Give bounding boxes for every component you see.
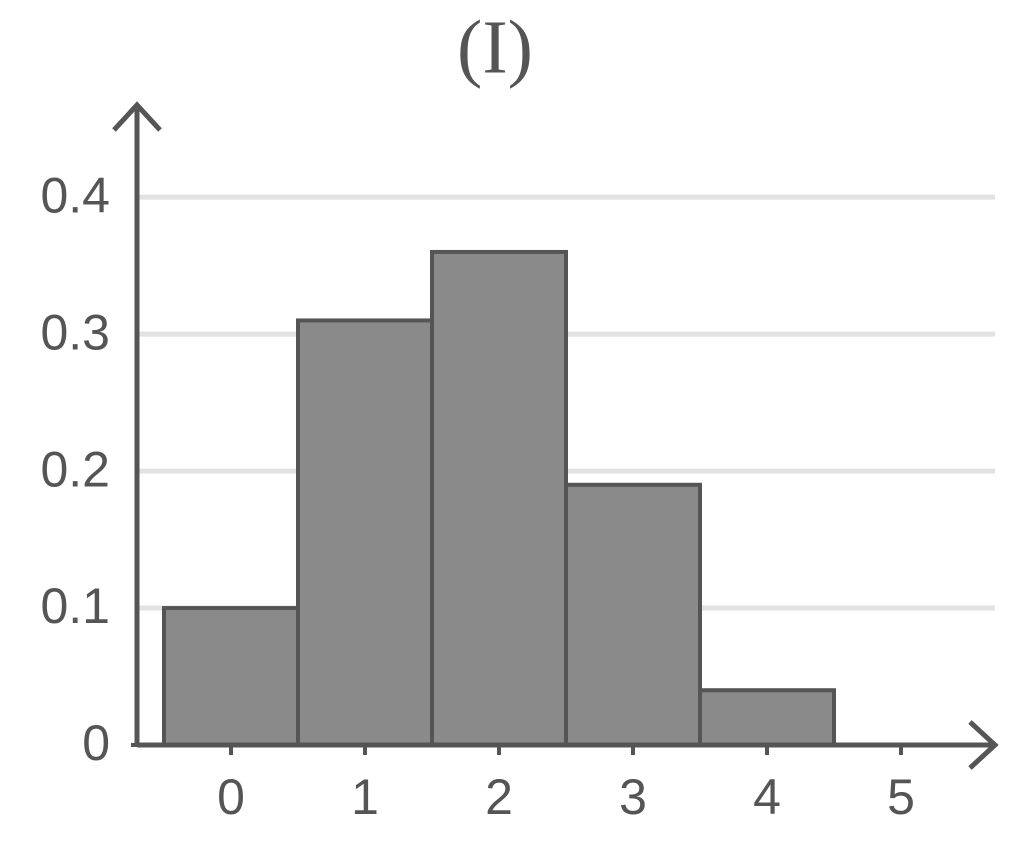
y-axis-arrow (112, 101, 162, 132)
bar (564, 482, 702, 747)
x-tick-label: 1 (351, 769, 379, 825)
bar (296, 318, 434, 747)
x-tick-label: 0 (217, 769, 245, 825)
x-tick-label: 2 (485, 769, 513, 825)
x-tick-label: 5 (887, 769, 915, 825)
bar (698, 688, 836, 748)
x-tick-label: 4 (753, 769, 781, 825)
y-tick-label: 0.4 (40, 167, 110, 223)
chart-title: (I) (457, 5, 533, 89)
bar (430, 249, 568, 748)
bars (162, 249, 836, 748)
y-tick-label: 0 (82, 715, 110, 771)
y-tick-label: 0.1 (40, 578, 110, 634)
x-axis-arrow (968, 720, 999, 770)
y-tick-label: 0.3 (40, 304, 110, 360)
x-tick-label: 3 (619, 769, 647, 825)
y-tick-label: 0.2 (40, 441, 110, 497)
axes: 0 0.1 0.2 0.3 0.4 0 1 2 3 4 5 (40, 101, 999, 825)
bar (162, 606, 300, 747)
